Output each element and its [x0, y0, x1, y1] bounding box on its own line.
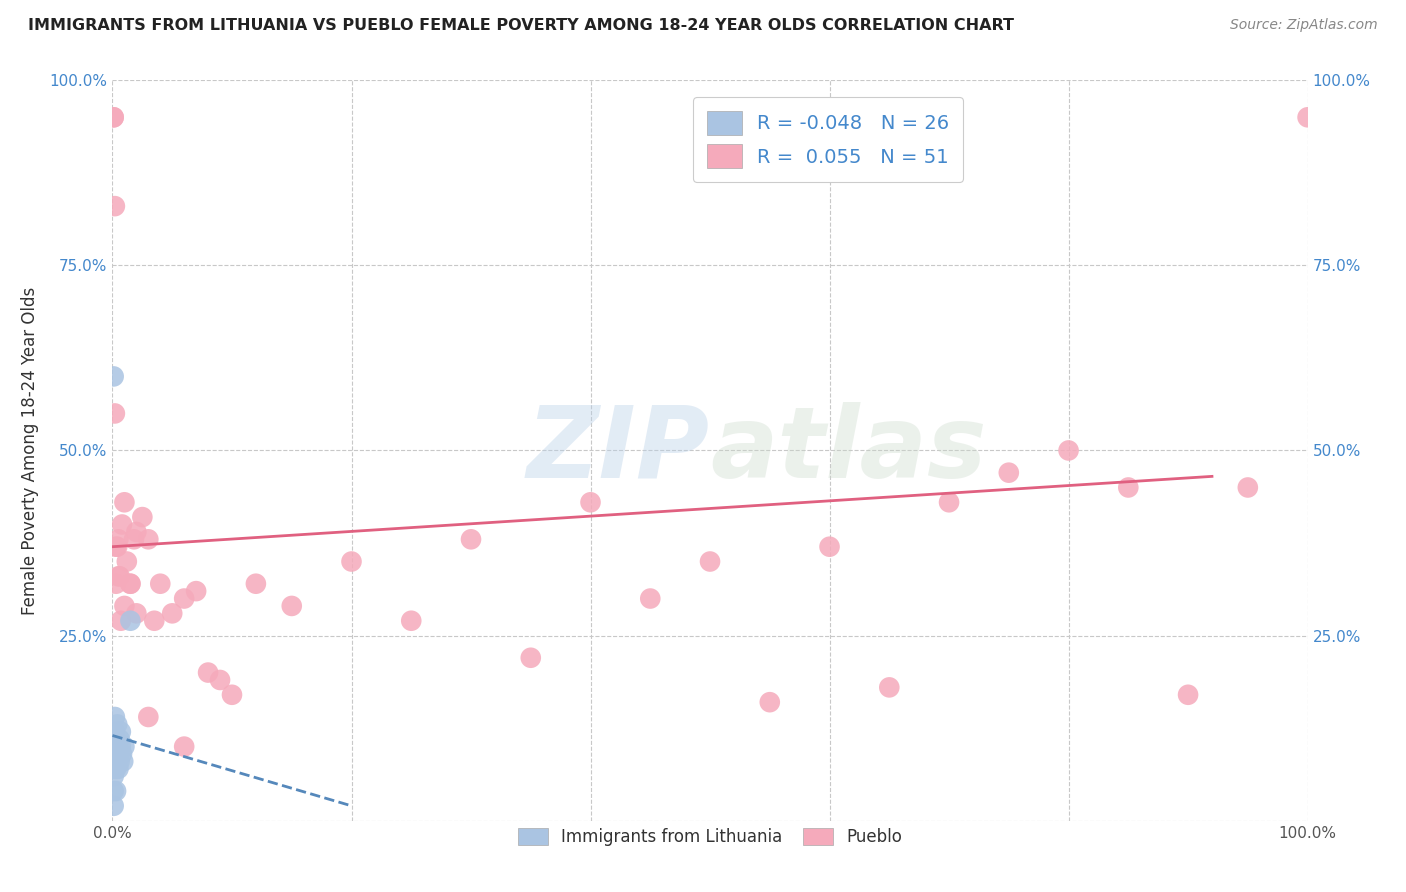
Point: [460, 533, 482, 547]
Legend: Immigrants from Lithuania, Pueblo: Immigrants from Lithuania, Pueblo: [512, 822, 908, 853]
Point: [340, 555, 363, 569]
Point: [998, 466, 1021, 480]
Point: [103, 111, 125, 125]
Point: [108, 732, 131, 747]
Point: [879, 681, 901, 695]
Y-axis label: Female Poverty Among 18-24 Year Olds: Female Poverty Among 18-24 Year Olds: [21, 286, 38, 615]
Point: [281, 599, 304, 613]
Point: [143, 614, 166, 628]
Point: [138, 533, 160, 547]
Point: [105, 576, 128, 591]
Point: [104, 739, 127, 754]
Text: atlas: atlas: [710, 402, 987, 499]
Point: [221, 688, 243, 702]
Point: [103, 798, 125, 813]
Point: [209, 673, 232, 687]
Point: [103, 784, 125, 798]
Point: [111, 517, 134, 532]
Point: [104, 747, 127, 761]
Point: [114, 739, 135, 754]
Point: [1118, 480, 1140, 494]
Point: [245, 576, 267, 591]
Point: [197, 665, 219, 680]
Point: [938, 495, 960, 509]
Point: [115, 555, 138, 569]
Point: [131, 510, 153, 524]
Point: [104, 724, 127, 739]
Point: [1177, 688, 1199, 702]
Point: [1296, 111, 1319, 125]
Point: [759, 695, 782, 709]
Point: [110, 724, 132, 739]
Point: [107, 762, 129, 776]
Point: [104, 710, 127, 724]
Point: [107, 747, 129, 761]
Point: [640, 591, 662, 606]
Point: [114, 495, 135, 509]
Point: [103, 769, 125, 783]
Point: [105, 717, 128, 731]
Point: [105, 755, 128, 769]
Point: [105, 540, 128, 554]
Point: [105, 732, 128, 747]
Point: [125, 524, 148, 539]
Point: [120, 614, 142, 628]
Point: [162, 607, 183, 621]
Point: [110, 614, 132, 628]
Point: [105, 747, 128, 761]
Text: Source: ZipAtlas.com: Source: ZipAtlas.com: [1230, 18, 1378, 32]
Point: [105, 784, 128, 798]
Point: [186, 584, 208, 599]
Point: [114, 599, 135, 613]
Point: [103, 369, 125, 384]
Point: [108, 755, 131, 769]
Point: [104, 407, 127, 421]
Point: [105, 540, 128, 554]
Point: [1237, 480, 1260, 494]
Point: [138, 710, 160, 724]
Point: [107, 533, 129, 547]
Point: [120, 576, 142, 591]
Point: [120, 576, 142, 591]
Point: [105, 739, 128, 754]
Point: [699, 555, 721, 569]
Point: [110, 739, 132, 754]
Text: ZIP: ZIP: [527, 402, 710, 499]
Point: [1057, 443, 1080, 458]
Point: [401, 614, 423, 628]
Point: [104, 762, 127, 776]
Point: [520, 650, 543, 665]
Point: [579, 495, 602, 509]
Point: [105, 762, 128, 776]
Point: [108, 569, 131, 583]
Point: [112, 755, 135, 769]
Point: [103, 111, 125, 125]
Point: [125, 607, 148, 621]
Point: [173, 739, 195, 754]
Text: IMMIGRANTS FROM LITHUANIA VS PUEBLO FEMALE POVERTY AMONG 18-24 YEAR OLDS CORRELA: IMMIGRANTS FROM LITHUANIA VS PUEBLO FEMA…: [28, 18, 1014, 33]
Point: [111, 747, 134, 761]
Point: [818, 540, 841, 554]
Point: [149, 576, 172, 591]
Point: [104, 199, 127, 213]
Point: [173, 591, 195, 606]
Point: [107, 569, 129, 583]
Point: [122, 533, 145, 547]
